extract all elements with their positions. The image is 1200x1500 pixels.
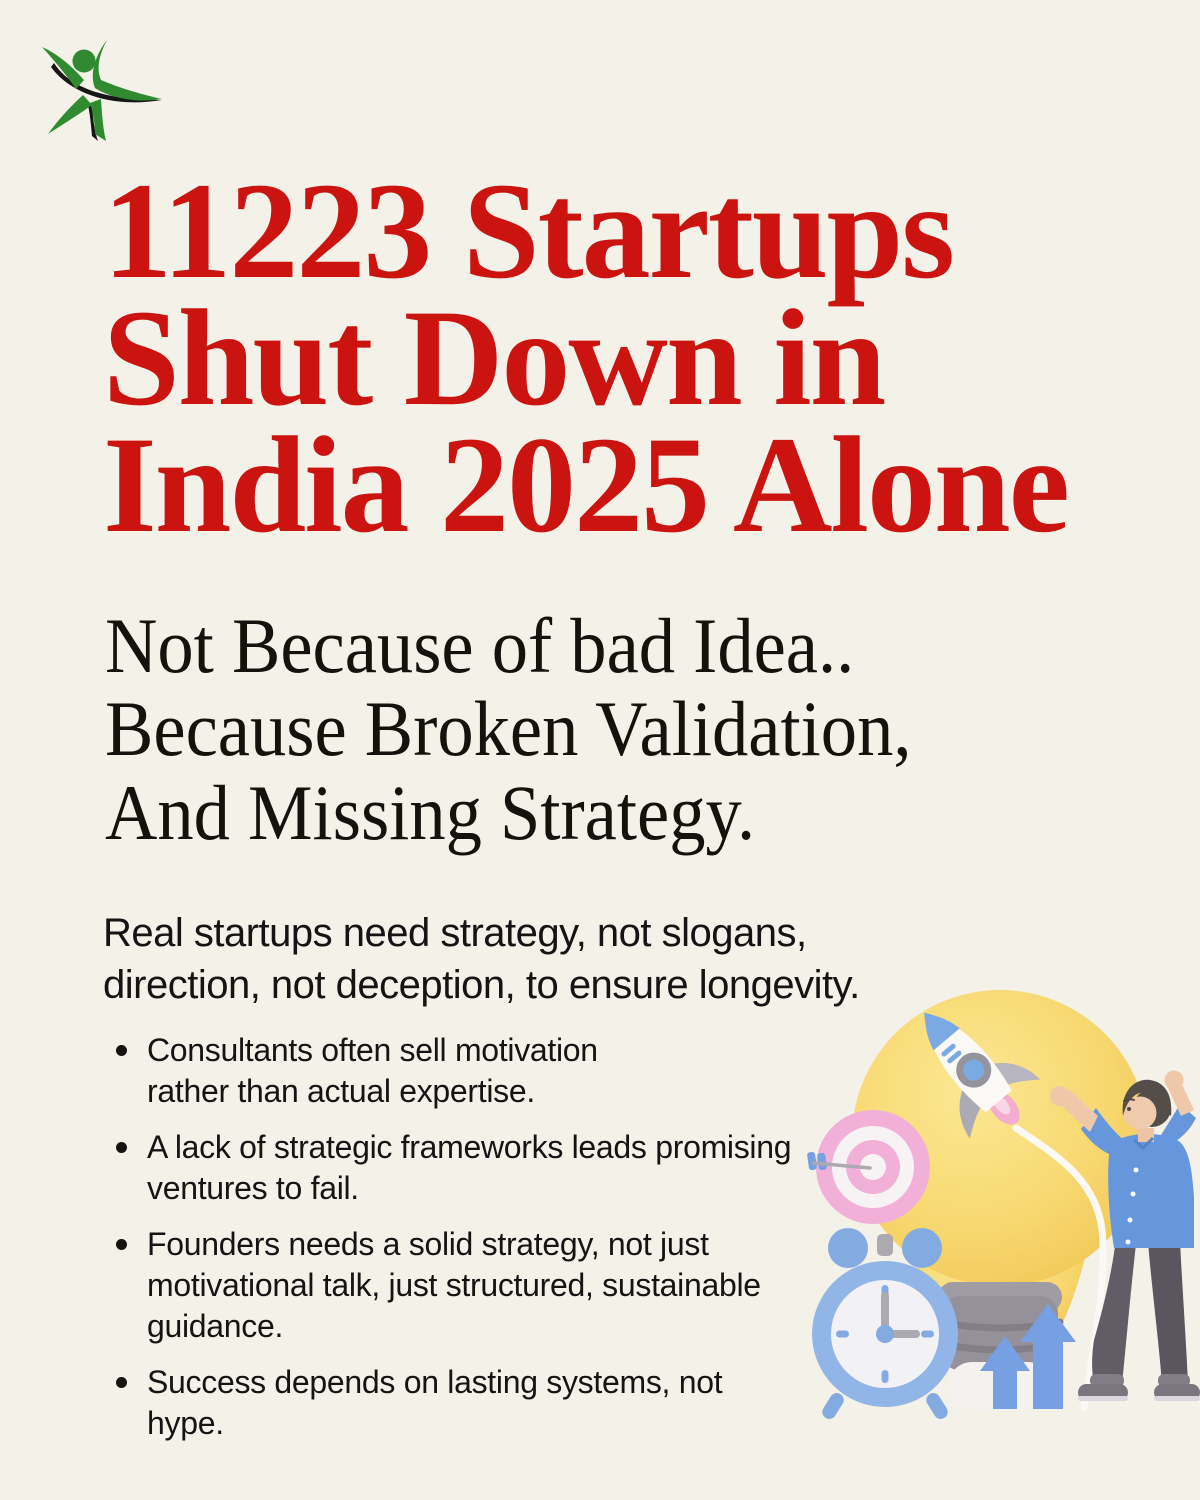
rocket-icon	[924, 1012, 1041, 1139]
alarm-clock-icon	[812, 1228, 958, 1419]
intro-text: Real startups need strategy, not slogans…	[103, 911, 860, 1007]
target-icon	[807, 1110, 930, 1224]
brand-logo-icon	[42, 40, 162, 141]
bullet-item: A lack of strategic frameworks leads pro…	[103, 1127, 792, 1209]
growth-arrows-icon	[980, 1304, 1076, 1409]
logo-right-leg	[90, 99, 106, 141]
logo-left-arm	[42, 47, 84, 89]
bullet-list: Consultants often sell motivation rather…	[103, 1030, 792, 1459]
bullet-item: Founders needs a solid strategy, not jus…	[103, 1224, 791, 1347]
founder-person-illustration	[1050, 1070, 1200, 1401]
startup-3d-illustration	[807, 990, 1200, 1419]
logo-left-leg	[48, 95, 92, 134]
logo-head	[72, 49, 96, 73]
subheadline: Not Because of bad Idea.. Because Broken…	[105, 602, 912, 856]
logo-leg-shadow	[88, 103, 98, 141]
bullet-item: Success depends on lasting systems, not …	[103, 1362, 791, 1444]
logo-right-arm-sweep	[92, 40, 162, 101]
headline: 11223 Startups Shut Down in India 2025 A…	[103, 154, 1070, 561]
bullet-item: Consultants often sell motivation rather…	[103, 1030, 791, 1112]
